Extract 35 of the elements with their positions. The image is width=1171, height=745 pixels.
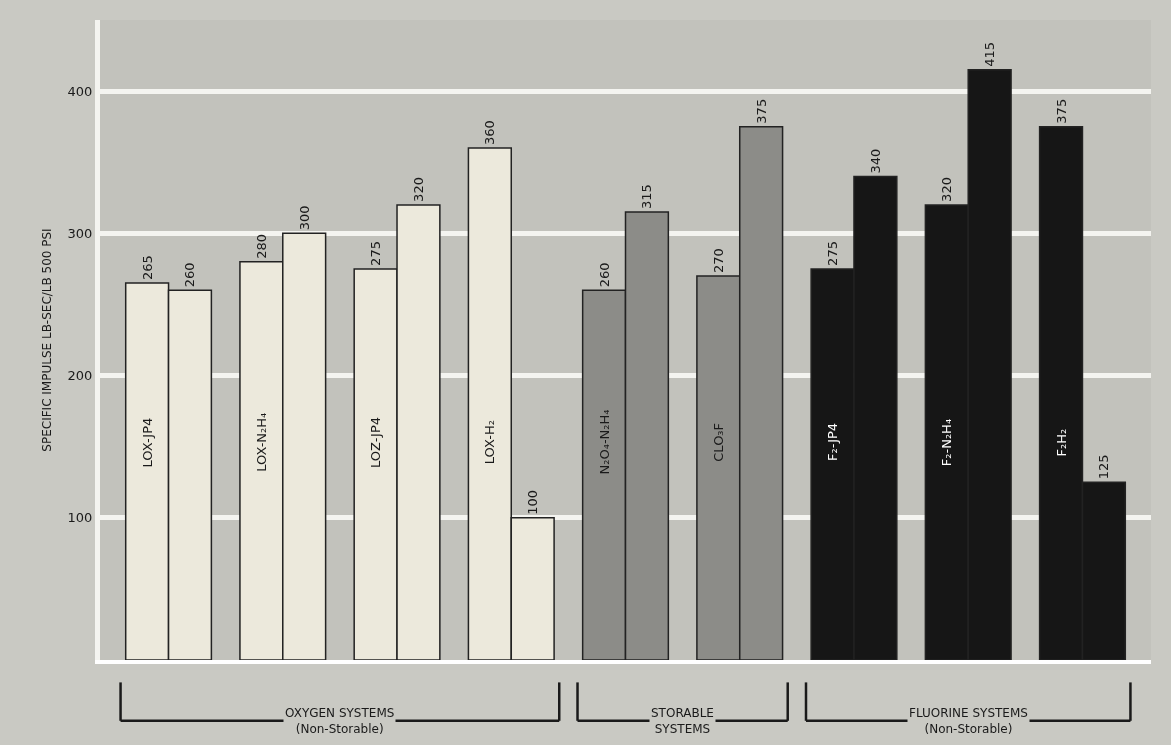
data-label: 375: [1053, 98, 1069, 124]
data-label: 415: [982, 41, 998, 67]
data-label: 260: [182, 262, 198, 288]
data-label: 100: [525, 489, 541, 515]
data-label: 280: [253, 233, 269, 259]
x-tick-label: LOX-N₂H₄: [253, 412, 269, 472]
data-label: 300: [296, 205, 312, 231]
data-label: 270: [710, 248, 726, 273]
data-label: 125: [1096, 454, 1112, 480]
data-label: 275: [825, 241, 841, 266]
text: FLUORINE SYSTEMS (Non-Storable): [909, 706, 1028, 736]
text: STORABLE SYSTEMS: [651, 706, 714, 736]
x-tick-label: F₂-N₂H₄: [939, 418, 955, 467]
x-tick-label: LOZ-JP4: [368, 416, 384, 468]
x-tick-label: LOX-H₂: [482, 420, 498, 465]
data-label: 315: [639, 184, 655, 209]
text: OXYGEN SYSTEMS (Non-Storable): [285, 706, 395, 736]
data-label: 265: [139, 255, 155, 281]
data-label: 320: [939, 177, 955, 202]
y-tick-label: 200: [67, 368, 93, 384]
y-tick-label: 400: [67, 83, 93, 99]
data-label: 360: [482, 120, 498, 145]
x-tick-label: N₂O₄-N₂H₄: [596, 409, 612, 475]
x-tick-label: CLO₃F: [710, 422, 726, 462]
x-tick-label: F₂-JP4: [825, 422, 841, 461]
data-label: 275: [368, 241, 384, 266]
x-tick-label: F₂H₂: [1053, 428, 1069, 457]
y-tick-label: 100: [67, 510, 93, 526]
data-label: 375: [753, 98, 769, 124]
data-label: 260: [596, 262, 612, 288]
y-axis-title: SPECIFIC IMPULSE LB-SEC/LB 500 PSI: [39, 228, 54, 452]
data-label: 340: [867, 148, 883, 174]
y-tick-label: 300: [67, 225, 93, 241]
data-label: 320: [410, 177, 426, 202]
x-tick-label: LOX-JP4: [139, 417, 155, 468]
